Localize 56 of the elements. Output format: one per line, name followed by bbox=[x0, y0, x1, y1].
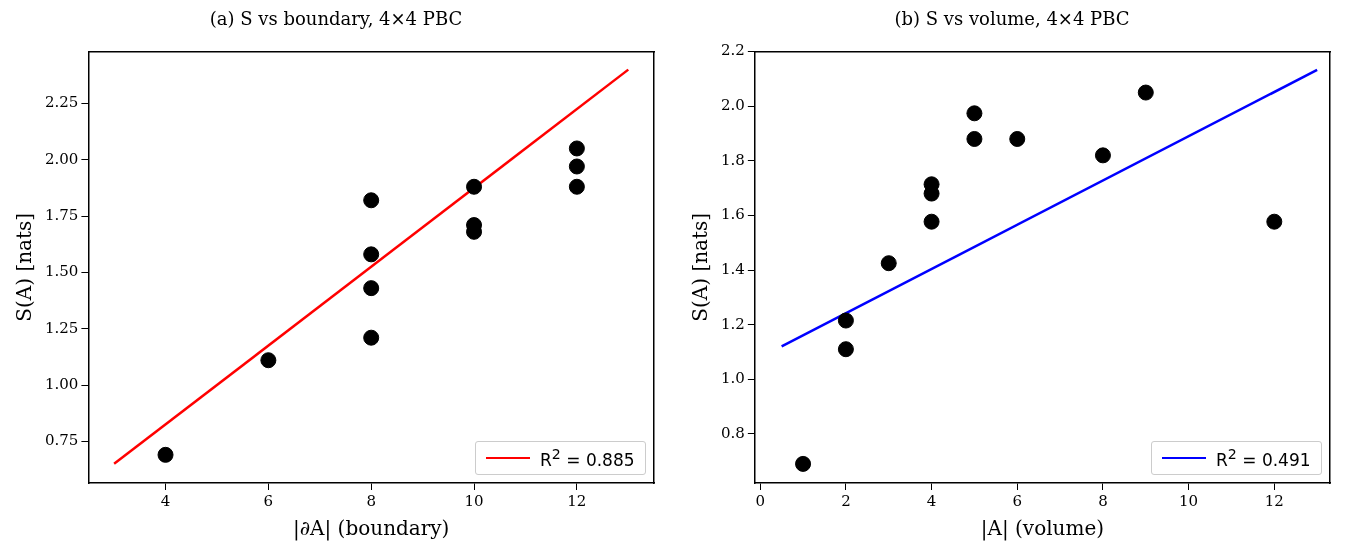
y-tick-label: 1.75 bbox=[44, 205, 79, 224]
legend-label: R$^{2}$ = 0.491 bbox=[1216, 446, 1311, 470]
y-tick-label: 1.6 bbox=[721, 205, 745, 224]
point bbox=[1137, 84, 1154, 101]
y-tick-label: 0.75 bbox=[44, 431, 79, 450]
x-axis-title: |∂A| (boundary) bbox=[292, 516, 450, 542]
x-tick-label: 6 bbox=[263, 491, 274, 510]
x-tick-label: 10 bbox=[464, 491, 484, 510]
y-tick-label: 1.0 bbox=[721, 369, 745, 388]
point bbox=[568, 178, 585, 195]
x-axis-title: |A| (volume) bbox=[980, 516, 1105, 542]
point bbox=[466, 178, 483, 195]
point bbox=[1266, 213, 1283, 230]
x-tick-label: 6 bbox=[1012, 491, 1023, 510]
y-tick-label: 1.25 bbox=[44, 318, 79, 337]
legend-label: R$^{2}$ = 0.885 bbox=[540, 446, 635, 470]
y-tick-label: 2.00 bbox=[44, 149, 79, 168]
y-tick-label: 1.00 bbox=[44, 374, 79, 393]
y-axis-title: S(A) [nats] bbox=[688, 212, 713, 322]
y-tick-label: 2.2 bbox=[721, 41, 745, 60]
point bbox=[966, 130, 983, 147]
x-tick-label: 2 bbox=[841, 491, 851, 510]
x-tick-label: 10 bbox=[1179, 491, 1199, 510]
point bbox=[363, 329, 380, 346]
point bbox=[1094, 147, 1111, 164]
point bbox=[157, 446, 174, 463]
x-tick-label: 12 bbox=[567, 491, 587, 510]
chart-title: (b) S vs volume, 4×4 PBC bbox=[894, 8, 1130, 30]
y-tick-label: 1.50 bbox=[44, 262, 79, 281]
point bbox=[568, 140, 585, 157]
y-tick-label: 1.8 bbox=[721, 150, 745, 169]
x-tick-label: 8 bbox=[1098, 491, 1108, 510]
x-tick-label: 12 bbox=[1264, 491, 1284, 510]
x-tick-label: 8 bbox=[366, 491, 376, 510]
point bbox=[568, 158, 585, 175]
point bbox=[837, 312, 854, 329]
chart-title: (a) S vs boundary, 4×4 PBC bbox=[209, 8, 463, 30]
point bbox=[260, 352, 277, 369]
point bbox=[363, 192, 380, 209]
point bbox=[966, 105, 983, 122]
y-tick-label: 2.0 bbox=[721, 96, 745, 115]
y-tick-label: 1.4 bbox=[721, 259, 745, 278]
y-tick-label: 1.2 bbox=[721, 314, 745, 333]
x-tick-label: 4 bbox=[926, 491, 937, 510]
point bbox=[363, 246, 380, 263]
x-tick-label: 0 bbox=[755, 491, 765, 510]
y-axis-title: S(A) [nats] bbox=[12, 212, 37, 322]
point bbox=[923, 213, 940, 230]
x-tick-label: 4 bbox=[160, 491, 171, 510]
point bbox=[1009, 130, 1026, 147]
point bbox=[880, 255, 897, 272]
point bbox=[837, 341, 854, 358]
point bbox=[363, 280, 380, 297]
y-tick-label: 0.8 bbox=[721, 423, 745, 442]
y-tick-label: 2.25 bbox=[44, 93, 79, 112]
point bbox=[795, 455, 812, 472]
